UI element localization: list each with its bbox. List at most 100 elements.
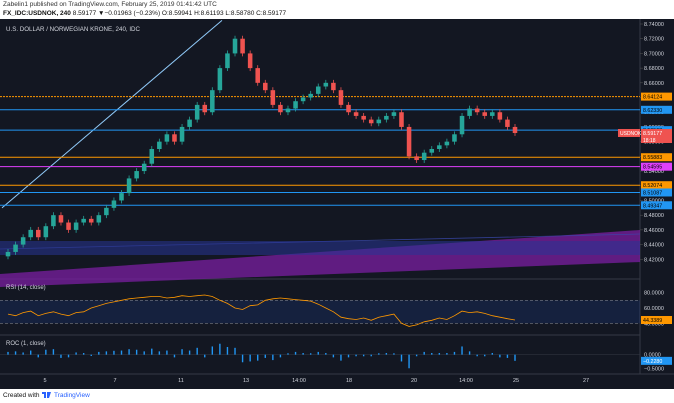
candle-body xyxy=(437,145,442,149)
main-chart[interactable]: U.S. DOLLAR / NORWEGIAN KRONE, 240, IDC 8… xyxy=(0,19,674,389)
roc-title: ROC (1, close) xyxy=(6,341,46,347)
time-tick-label: 18 xyxy=(346,378,352,384)
ohlc-label: O:8.59941 H:8.61193 L:8.58780 C:8.59177 xyxy=(161,10,287,17)
level-badge xyxy=(641,92,672,101)
symbol-badge-label: USDNOK xyxy=(620,131,642,137)
candle-body xyxy=(157,141,162,149)
level-label: 8.54595 xyxy=(643,165,662,171)
candle-body xyxy=(505,119,510,127)
time-tick-label: 11 xyxy=(178,378,184,384)
rsi-last-label: 44.3389 xyxy=(643,318,662,324)
price-tick-label: 8.70000 xyxy=(644,51,664,57)
candle-body xyxy=(285,108,291,113)
current-price-label: 8.59177 xyxy=(643,131,662,137)
roc-bar xyxy=(151,348,153,355)
candle-body xyxy=(399,112,404,127)
roc-bar xyxy=(226,347,229,355)
price-tick-label: 8.46000 xyxy=(644,228,664,234)
candle-body xyxy=(81,218,86,223)
candle-body xyxy=(247,53,253,69)
candle-body xyxy=(293,101,298,109)
price-tick-label: 8.66000 xyxy=(644,81,664,87)
rsi-last-badge xyxy=(641,316,672,325)
change-label: 8.59177 ▼−0.01963 (−0.23%) xyxy=(72,10,161,17)
roc-bar xyxy=(135,349,138,355)
roc-bar xyxy=(453,351,456,355)
roc-bar xyxy=(45,349,47,355)
candle-body xyxy=(300,97,306,102)
roc-bar xyxy=(385,353,388,355)
trendline xyxy=(1,19,223,209)
candle-body xyxy=(323,82,329,87)
price-tick-label: 8.48000 xyxy=(644,213,664,219)
roc-bar xyxy=(196,347,198,355)
roc-bar xyxy=(143,351,145,355)
published-line: Zabelin1 published on TradingView.com, F… xyxy=(3,1,217,8)
rsi-tick-label: 80.0000 xyxy=(644,291,664,297)
candle-body xyxy=(263,82,268,91)
price-tick-label: 8.42000 xyxy=(644,257,664,263)
roc-bar xyxy=(476,354,478,357)
level-label: 8.62330 xyxy=(643,108,662,114)
time-tick-label: 5 xyxy=(43,378,46,384)
roc-bar xyxy=(438,353,441,355)
candle-body xyxy=(444,141,450,146)
roc-bar xyxy=(415,354,418,357)
roc-bar xyxy=(393,353,395,355)
roc-bar xyxy=(166,350,168,355)
roc-bar xyxy=(241,354,244,363)
roc-bar xyxy=(484,354,486,357)
roc-bar xyxy=(325,353,327,355)
candle-body xyxy=(315,86,321,94)
time-tick-label: 20 xyxy=(411,378,417,384)
roc-bar xyxy=(234,347,236,355)
roc-bar xyxy=(90,354,92,356)
candle-body xyxy=(376,119,382,124)
roc-last-label: −0.2280 xyxy=(643,359,662,365)
roc-bar xyxy=(257,354,259,361)
candle-body xyxy=(255,68,260,83)
roc-tick-label: −0.5000 xyxy=(644,366,664,372)
tradingview-logo-icon xyxy=(42,392,51,398)
candle-body xyxy=(361,115,366,120)
roc-bar xyxy=(105,351,108,355)
roc-bar xyxy=(30,350,32,355)
roc-bar xyxy=(468,351,471,355)
candle-body xyxy=(164,134,170,142)
candle-body xyxy=(232,38,238,54)
price-tick-label: 8.54000 xyxy=(644,169,664,175)
roc-bar xyxy=(347,354,350,358)
roc-bar xyxy=(279,354,282,358)
candle-body xyxy=(149,149,155,164)
candle-body xyxy=(119,193,124,201)
symbol-label: FX_IDC:USDNOK, 240 xyxy=(3,10,71,17)
level-label: 8.51087 xyxy=(643,190,662,196)
price-tick-label: 8.74000 xyxy=(644,22,664,28)
rsi-tick-label: 60.0000 xyxy=(644,306,664,312)
roc-bar xyxy=(340,354,342,361)
candle-body xyxy=(43,226,49,238)
roc-bar xyxy=(211,346,214,355)
candle-body xyxy=(270,90,276,105)
roc-bar xyxy=(514,354,516,361)
candle-body xyxy=(13,244,18,252)
roc-bar xyxy=(60,354,62,358)
roc-bar xyxy=(204,354,206,358)
candle-body xyxy=(225,53,230,69)
tradingview-brand[interactable]: TradingView xyxy=(54,392,90,399)
roc-bar xyxy=(264,354,266,358)
candle-body xyxy=(467,108,472,116)
roc-bar xyxy=(113,350,115,355)
roc-bar xyxy=(362,354,365,357)
time-tick-label: 13 xyxy=(243,378,249,384)
roc-bar xyxy=(400,354,403,362)
roc-bar xyxy=(431,353,433,355)
level-badge xyxy=(641,188,672,197)
candle-body xyxy=(346,104,351,113)
roc-last-badge xyxy=(641,356,672,365)
level-badge xyxy=(641,201,672,210)
candle-body xyxy=(497,112,503,120)
candle-body xyxy=(308,93,313,98)
candle-body xyxy=(28,229,33,238)
